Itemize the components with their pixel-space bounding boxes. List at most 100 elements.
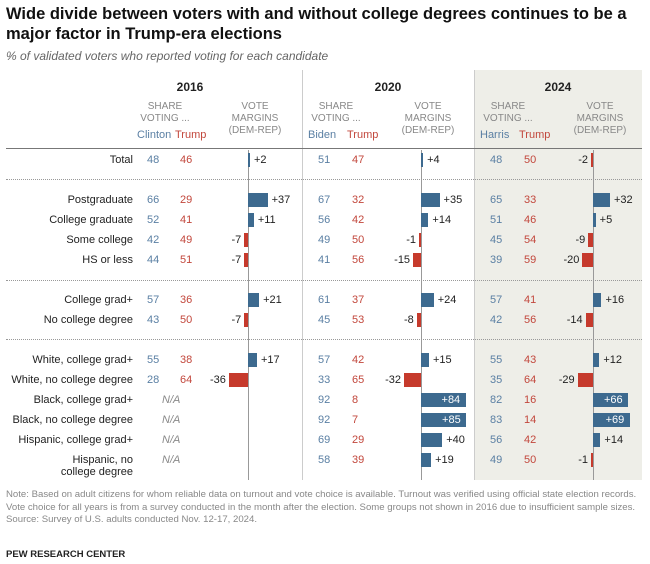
- share-header: SHARE VOTING ...: [483, 101, 533, 124]
- rep-share: 14: [524, 414, 537, 426]
- dem-share: 92: [318, 414, 331, 426]
- na-value: N/A: [162, 394, 181, 406]
- rep-share: 41: [180, 214, 193, 226]
- dem-share: 42: [147, 234, 160, 246]
- column-divider: [474, 70, 475, 480]
- margin-bar: [421, 453, 432, 467]
- dem-share: 42: [490, 314, 503, 326]
- margin-header: VOTE MARGINS (DEM-REP): [401, 101, 455, 136]
- margin-bar: [244, 253, 248, 267]
- margin-bar: [593, 293, 602, 307]
- margin-bar: [421, 293, 434, 307]
- rep-share: 49: [180, 234, 193, 246]
- margin-bar: [248, 353, 257, 367]
- dem-share: 57: [490, 294, 503, 306]
- rep-share: 8: [352, 394, 359, 406]
- dem-share: 41: [318, 254, 331, 266]
- margin-bar: [588, 233, 593, 247]
- rep-share: 29: [180, 194, 193, 206]
- margin-bar: [421, 353, 429, 367]
- row-label: HS or less: [82, 254, 133, 266]
- rep-share: 59: [524, 254, 537, 266]
- share-header: SHARE VOTING ...: [311, 101, 361, 124]
- highlight-panel-2024: [474, 70, 642, 480]
- rep-share: 64: [524, 374, 537, 386]
- chart-title: Wide divide between voters with and with…: [6, 5, 627, 43]
- margin-bar: [244, 313, 248, 327]
- dem-share: 57: [318, 354, 331, 366]
- row-label: Hispanic, no college degree: [60, 454, 133, 478]
- dem-share: 61: [318, 294, 331, 306]
- margin-bar: [593, 413, 630, 427]
- margin-bar: [413, 253, 421, 267]
- margin-bar: [421, 213, 429, 227]
- margin-label: -36: [210, 374, 226, 386]
- rep-share: 46: [524, 214, 537, 226]
- na-value: N/A: [162, 414, 181, 426]
- dem-share: 33: [318, 374, 331, 386]
- margin-label: +32: [613, 194, 633, 206]
- row-label: Hispanic, college grad+: [18, 434, 133, 446]
- rep-share: 65: [352, 374, 365, 386]
- margin-bar: [419, 233, 421, 247]
- margin-bar: [421, 193, 440, 207]
- margin-label: +14: [604, 434, 624, 446]
- rep-share: 32: [352, 194, 365, 206]
- margin-bar: [416, 313, 421, 327]
- note-text: Note: Based on adult citizens for whom r…: [6, 489, 637, 513]
- rep-share: 50: [352, 234, 365, 246]
- candidate-dem-label: Harris: [480, 129, 510, 141]
- header-rule: [6, 148, 642, 149]
- dem-share: 45: [490, 234, 503, 246]
- margin-bar: [591, 453, 593, 467]
- margin-label: -15: [394, 254, 411, 266]
- margin-label: -7: [231, 314, 242, 326]
- margin-label: -29: [558, 374, 575, 386]
- zero-axis: [421, 150, 422, 480]
- margin-bar: [248, 153, 250, 167]
- margin-label: +35: [443, 194, 463, 206]
- margin-label: +84: [441, 394, 461, 406]
- dem-share: 48: [490, 154, 503, 166]
- dem-share: 56: [490, 434, 503, 446]
- candidate-dem-label: Clinton: [137, 129, 172, 141]
- rep-share: 56: [524, 314, 537, 326]
- margin-bar: [228, 373, 248, 387]
- margin-label: -9: [575, 234, 586, 246]
- margin-header: VOTE MARGINS (DEM-REP): [573, 101, 627, 136]
- row-label: College graduate: [49, 214, 133, 226]
- rep-share: 56: [352, 254, 365, 266]
- margin-bar: [577, 373, 593, 387]
- margin-bar: [593, 393, 628, 407]
- dem-share: 67: [318, 194, 331, 206]
- margin-label: +37: [271, 194, 291, 206]
- rep-share: 54: [524, 234, 537, 246]
- margin-bar: [421, 393, 466, 407]
- margin-label: -1: [578, 454, 588, 466]
- margin-label: -7: [231, 234, 242, 246]
- margin-label: +24: [437, 294, 457, 306]
- year-header: 2020: [374, 80, 402, 94]
- margin-bar: [244, 233, 248, 247]
- group-divider: [6, 280, 642, 281]
- margin-label: +11: [257, 214, 276, 226]
- rep-share: 42: [352, 214, 365, 226]
- row-label: Total: [109, 154, 133, 166]
- candidate-dem-label: Biden: [308, 129, 337, 141]
- rep-share: 42: [352, 354, 365, 366]
- org-logo-text: PEW RESEARCH CENTER: [6, 549, 126, 560]
- margin-label: +5: [599, 214, 613, 226]
- margin-label: +16: [605, 294, 625, 306]
- footnote: Note: Based on adult citizens for whom r…: [6, 489, 646, 527]
- year-header: 2024: [544, 80, 572, 94]
- rep-share: 50: [524, 454, 537, 466]
- dem-share: 43: [147, 314, 160, 326]
- rep-share: 50: [180, 314, 193, 326]
- margin-label: +21: [263, 294, 282, 306]
- margin-label: +40: [446, 434, 465, 446]
- margin-bar: [248, 293, 260, 307]
- dem-share: 48: [147, 154, 160, 166]
- dem-share: 55: [490, 354, 503, 366]
- rep-share: 64: [180, 374, 193, 386]
- margin-label: +4: [427, 154, 440, 166]
